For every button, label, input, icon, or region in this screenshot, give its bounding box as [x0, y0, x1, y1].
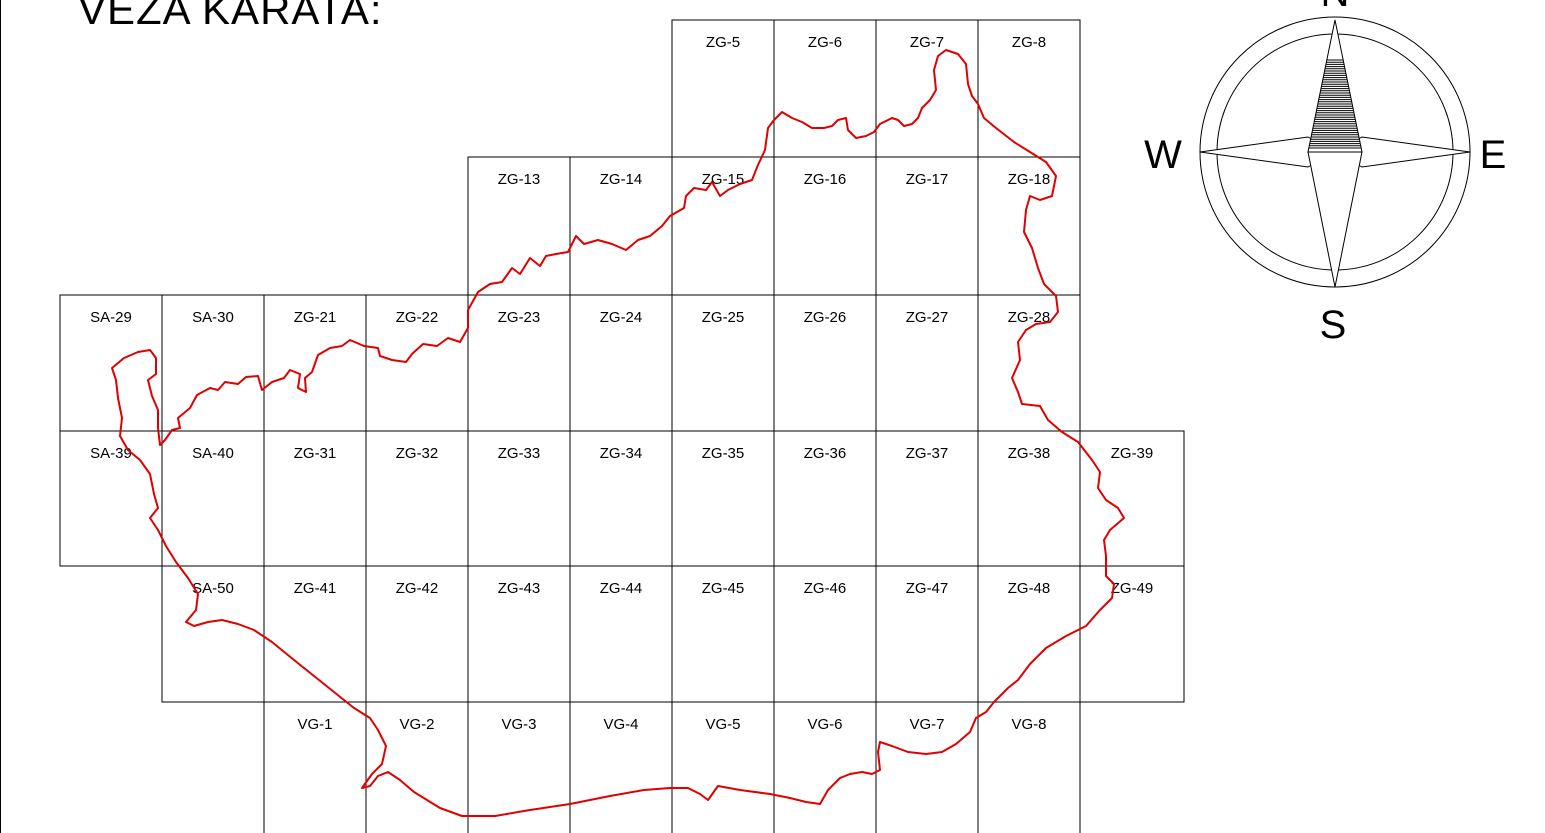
compass-south-label: S — [1320, 303, 1347, 347]
map-sheet-label: ZG-41 — [294, 580, 337, 597]
map-sheet-cell: SA-29 — [60, 295, 162, 431]
compass-west-label: W — [1144, 133, 1182, 177]
map-sheet-label: ZG-45 — [702, 580, 745, 597]
map-sheet-label: ZG-24 — [600, 309, 643, 326]
map-sheet-label: SA-40 — [192, 445, 234, 462]
map-sheet-label: ZG-37 — [906, 445, 949, 462]
map-sheet-label: ZG-33 — [498, 445, 541, 462]
map-sheet-cell: ZG-46 — [774, 566, 876, 702]
map-sheet-cell: ZG-37 — [876, 431, 978, 566]
map-sheet-label: ZG-17 — [906, 171, 949, 188]
map-sheet-cell: SA-39 — [60, 431, 162, 566]
map-sheet-label: VG-3 — [501, 716, 536, 733]
compass-rose-icon: N S W E — [1144, 0, 1506, 347]
map-sheet-cell: SA-30 — [162, 295, 264, 431]
map-sheet-label: ZG-13 — [498, 171, 541, 188]
map-sheet-label: ZG-44 — [600, 580, 643, 597]
map-sheet-cell: SA-40 — [162, 431, 264, 566]
map-sheet-label: ZG-46 — [804, 580, 847, 597]
map-sheet-cell: ZG-5 — [672, 20, 774, 157]
map-sheet-label: ZG-34 — [600, 445, 643, 462]
map-sheet-label: ZG-8 — [1012, 34, 1046, 51]
map-sheet-cell: ZG-23 — [468, 295, 570, 431]
map-sheet-cell: ZG-14 — [570, 157, 672, 295]
map-sheet-label: VG-2 — [399, 716, 434, 733]
map-sheet-cell: VG-3 — [468, 702, 570, 833]
map-sheet-label: SA-29 — [90, 309, 132, 326]
map-sheet-label: VG-6 — [807, 716, 842, 733]
map-sheet-label: VG-1 — [297, 716, 332, 733]
map-sheet-cell: ZG-47 — [876, 566, 978, 702]
map-sheet-cell: VG-1 — [264, 702, 366, 833]
map-sheet-cell: ZG-28 — [978, 295, 1080, 431]
map-sheet-label: ZG-36 — [804, 445, 847, 462]
map-sheet-label: ZG-14 — [600, 171, 643, 188]
map-sheet-cell: ZG-16 — [774, 157, 876, 295]
map-sheet-label: ZG-22 — [396, 309, 439, 326]
map-sheet-label: VG-4 — [603, 716, 638, 733]
map-sheet-label: ZG-5 — [706, 34, 740, 51]
map-sheet-cell: VG-5 — [672, 702, 774, 833]
map-sheet-label: ZG-21 — [294, 309, 337, 326]
map-sheet-label: ZG-23 — [498, 309, 541, 326]
map-sheet-label: ZG-35 — [702, 445, 745, 462]
map-sheet-cell: VG-6 — [774, 702, 876, 833]
map-sheet-label: ZG-27 — [906, 309, 949, 326]
map-sheet-cell: ZG-36 — [774, 431, 876, 566]
compass-north-label: N — [1321, 0, 1350, 15]
map-sheet-cell: ZG-17 — [876, 157, 978, 295]
map-sheet-label: ZG-48 — [1008, 580, 1051, 597]
map-sheet-label: ZG-6 — [808, 34, 842, 51]
map-sheet-cell: ZG-32 — [366, 431, 468, 566]
map-sheet-label: ZG-32 — [396, 445, 439, 462]
map-sheet-cell: ZG-25 — [672, 295, 774, 431]
map-sheet-cell: ZG-44 — [570, 566, 672, 702]
map-sheet-cell: ZG-33 — [468, 431, 570, 566]
map-sheet-cell: ZG-24 — [570, 295, 672, 431]
compass-east-label: E — [1480, 133, 1507, 177]
map-sheet-label: ZG-42 — [396, 580, 439, 597]
map-sheet-cell: ZG-38 — [978, 431, 1080, 566]
map-sheet-label: VG-5 — [705, 716, 740, 733]
map-sheet-cell: ZG-8 — [978, 20, 1080, 157]
map-sheet-label: ZG-47 — [906, 580, 949, 597]
map-sheet-label: ZG-16 — [804, 171, 847, 188]
map-sheet-cell: ZG-45 — [672, 566, 774, 702]
map-sheet-label: VG-8 — [1011, 716, 1046, 733]
map-sheet-cell: ZG-18 — [978, 157, 1080, 295]
map-sheet-cell: ZG-42 — [366, 566, 468, 702]
map-sheet-label: ZG-25 — [702, 309, 745, 326]
map-sheet-label: ZG-7 — [910, 34, 944, 51]
map-sheet-cell: ZG-41 — [264, 566, 366, 702]
map-sheet-label: ZG-26 — [804, 309, 847, 326]
map-sheet-cell: VG-4 — [570, 702, 672, 833]
map-sheet-label: ZG-39 — [1111, 445, 1154, 462]
map-sheet-label: ZG-38 — [1008, 445, 1051, 462]
map-sheet-cell: ZG-7 — [876, 20, 978, 157]
map-sheet-cell: ZG-15 — [672, 157, 774, 295]
map-sheet-cell: SA-50 — [162, 566, 264, 702]
map-sheet-label: ZG-49 — [1111, 580, 1154, 597]
map-sheet-cell: ZG-49 — [1080, 566, 1184, 702]
map-sheet-cell: ZG-26 — [774, 295, 876, 431]
map-sheet-label: ZG-43 — [498, 580, 541, 597]
map-sheet-cell: VG-8 — [978, 702, 1080, 833]
map-sheet-cell: ZG-35 — [672, 431, 774, 566]
map-sheet-cell: ZG-27 — [876, 295, 978, 431]
map-sheet-cell: ZG-39 — [1080, 431, 1184, 566]
map-sheet-label: VG-7 — [909, 716, 944, 733]
map-sheet-cell: ZG-34 — [570, 431, 672, 566]
map-sheet-cell: VG-7 — [876, 702, 978, 833]
map-sheet-label: SA-30 — [192, 309, 234, 326]
map-sheet-label: ZG-31 — [294, 445, 337, 462]
map-sheet-cell: ZG-43 — [468, 566, 570, 702]
map-sheet-cell: ZG-22 — [366, 295, 468, 431]
map-sheet-cell: ZG-48 — [978, 566, 1080, 702]
map-sheet-cell: ZG-31 — [264, 431, 366, 566]
map-sheet-label: ZG-18 — [1008, 171, 1051, 188]
